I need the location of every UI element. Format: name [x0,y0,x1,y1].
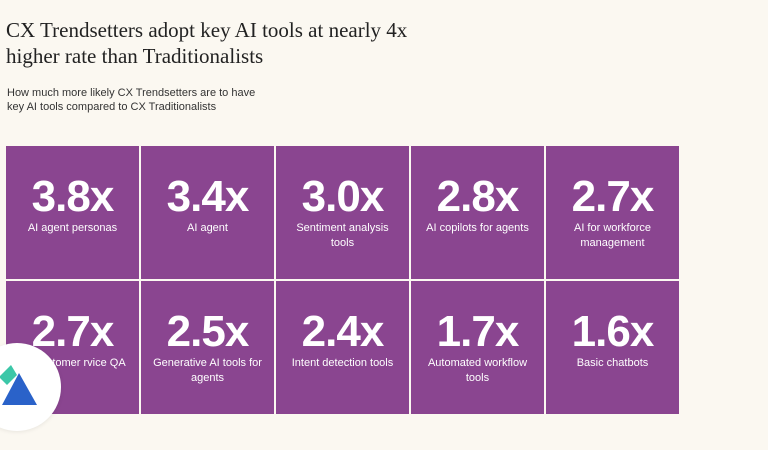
stat-tile: 3.4x AI agent [141,146,274,279]
stat-label: Sentiment analysis tools [296,222,389,249]
stat-tile: 2.8x AI copilots for agents [411,146,544,279]
stat-value: 2.7x [571,172,655,221]
stat-label: AI copilots for agents [426,222,529,234]
stat-grid: 3.8x AI agent personas 3.4x AI agent 3.0… [6,146,680,416]
stat-tile: 2.5x Generative AI tools for agents [141,281,274,414]
stat-label: Automated workflow tools [427,357,528,384]
logo-mark [0,365,37,405]
stat-tile: 3.8x AI agent personas [6,146,139,279]
stat-value: 2.7x [31,307,115,356]
stat-tile: 1.6x Basic chatbots [546,281,679,414]
stat-tile: 2.4x Intent detection tools [276,281,409,414]
stat-label: Intent detection tools [291,357,394,369]
stat-value: 2.8x [436,172,520,221]
stat-tile: 3.0x Sentiment analysis tools [276,146,409,279]
logo-blue-triangle [2,373,37,405]
stat-value: 3.0x [301,172,385,221]
stat-label: Basic chatbots [576,357,649,369]
stat-tile: 2.7x AI for workforce management [546,146,679,279]
stat-label: AI agent [187,222,228,234]
stat-value: 1.7x [436,307,520,356]
stat-label: AI agent personas [27,222,118,234]
stat-label: AI for workforce management [573,222,652,249]
stat-value: 1.6x [571,307,655,356]
stat-value: 2.5x [166,307,250,356]
stat-value: 3.8x [31,172,115,221]
triangle-logo-icon [0,343,61,431]
stat-value: 2.4x [301,307,385,356]
stat-value: 3.4x [166,172,250,221]
stat-label: Generative AI tools for agents [153,357,262,384]
stat-tile: 1.7x Automated workflow tools [411,281,544,414]
chart-title: CX Trendsetters adopt key AI tools at ne… [6,18,408,68]
logo-teal-shape [0,365,17,385]
chart-subtitle: How much more likely CX Trendsetters are… [7,87,256,113]
